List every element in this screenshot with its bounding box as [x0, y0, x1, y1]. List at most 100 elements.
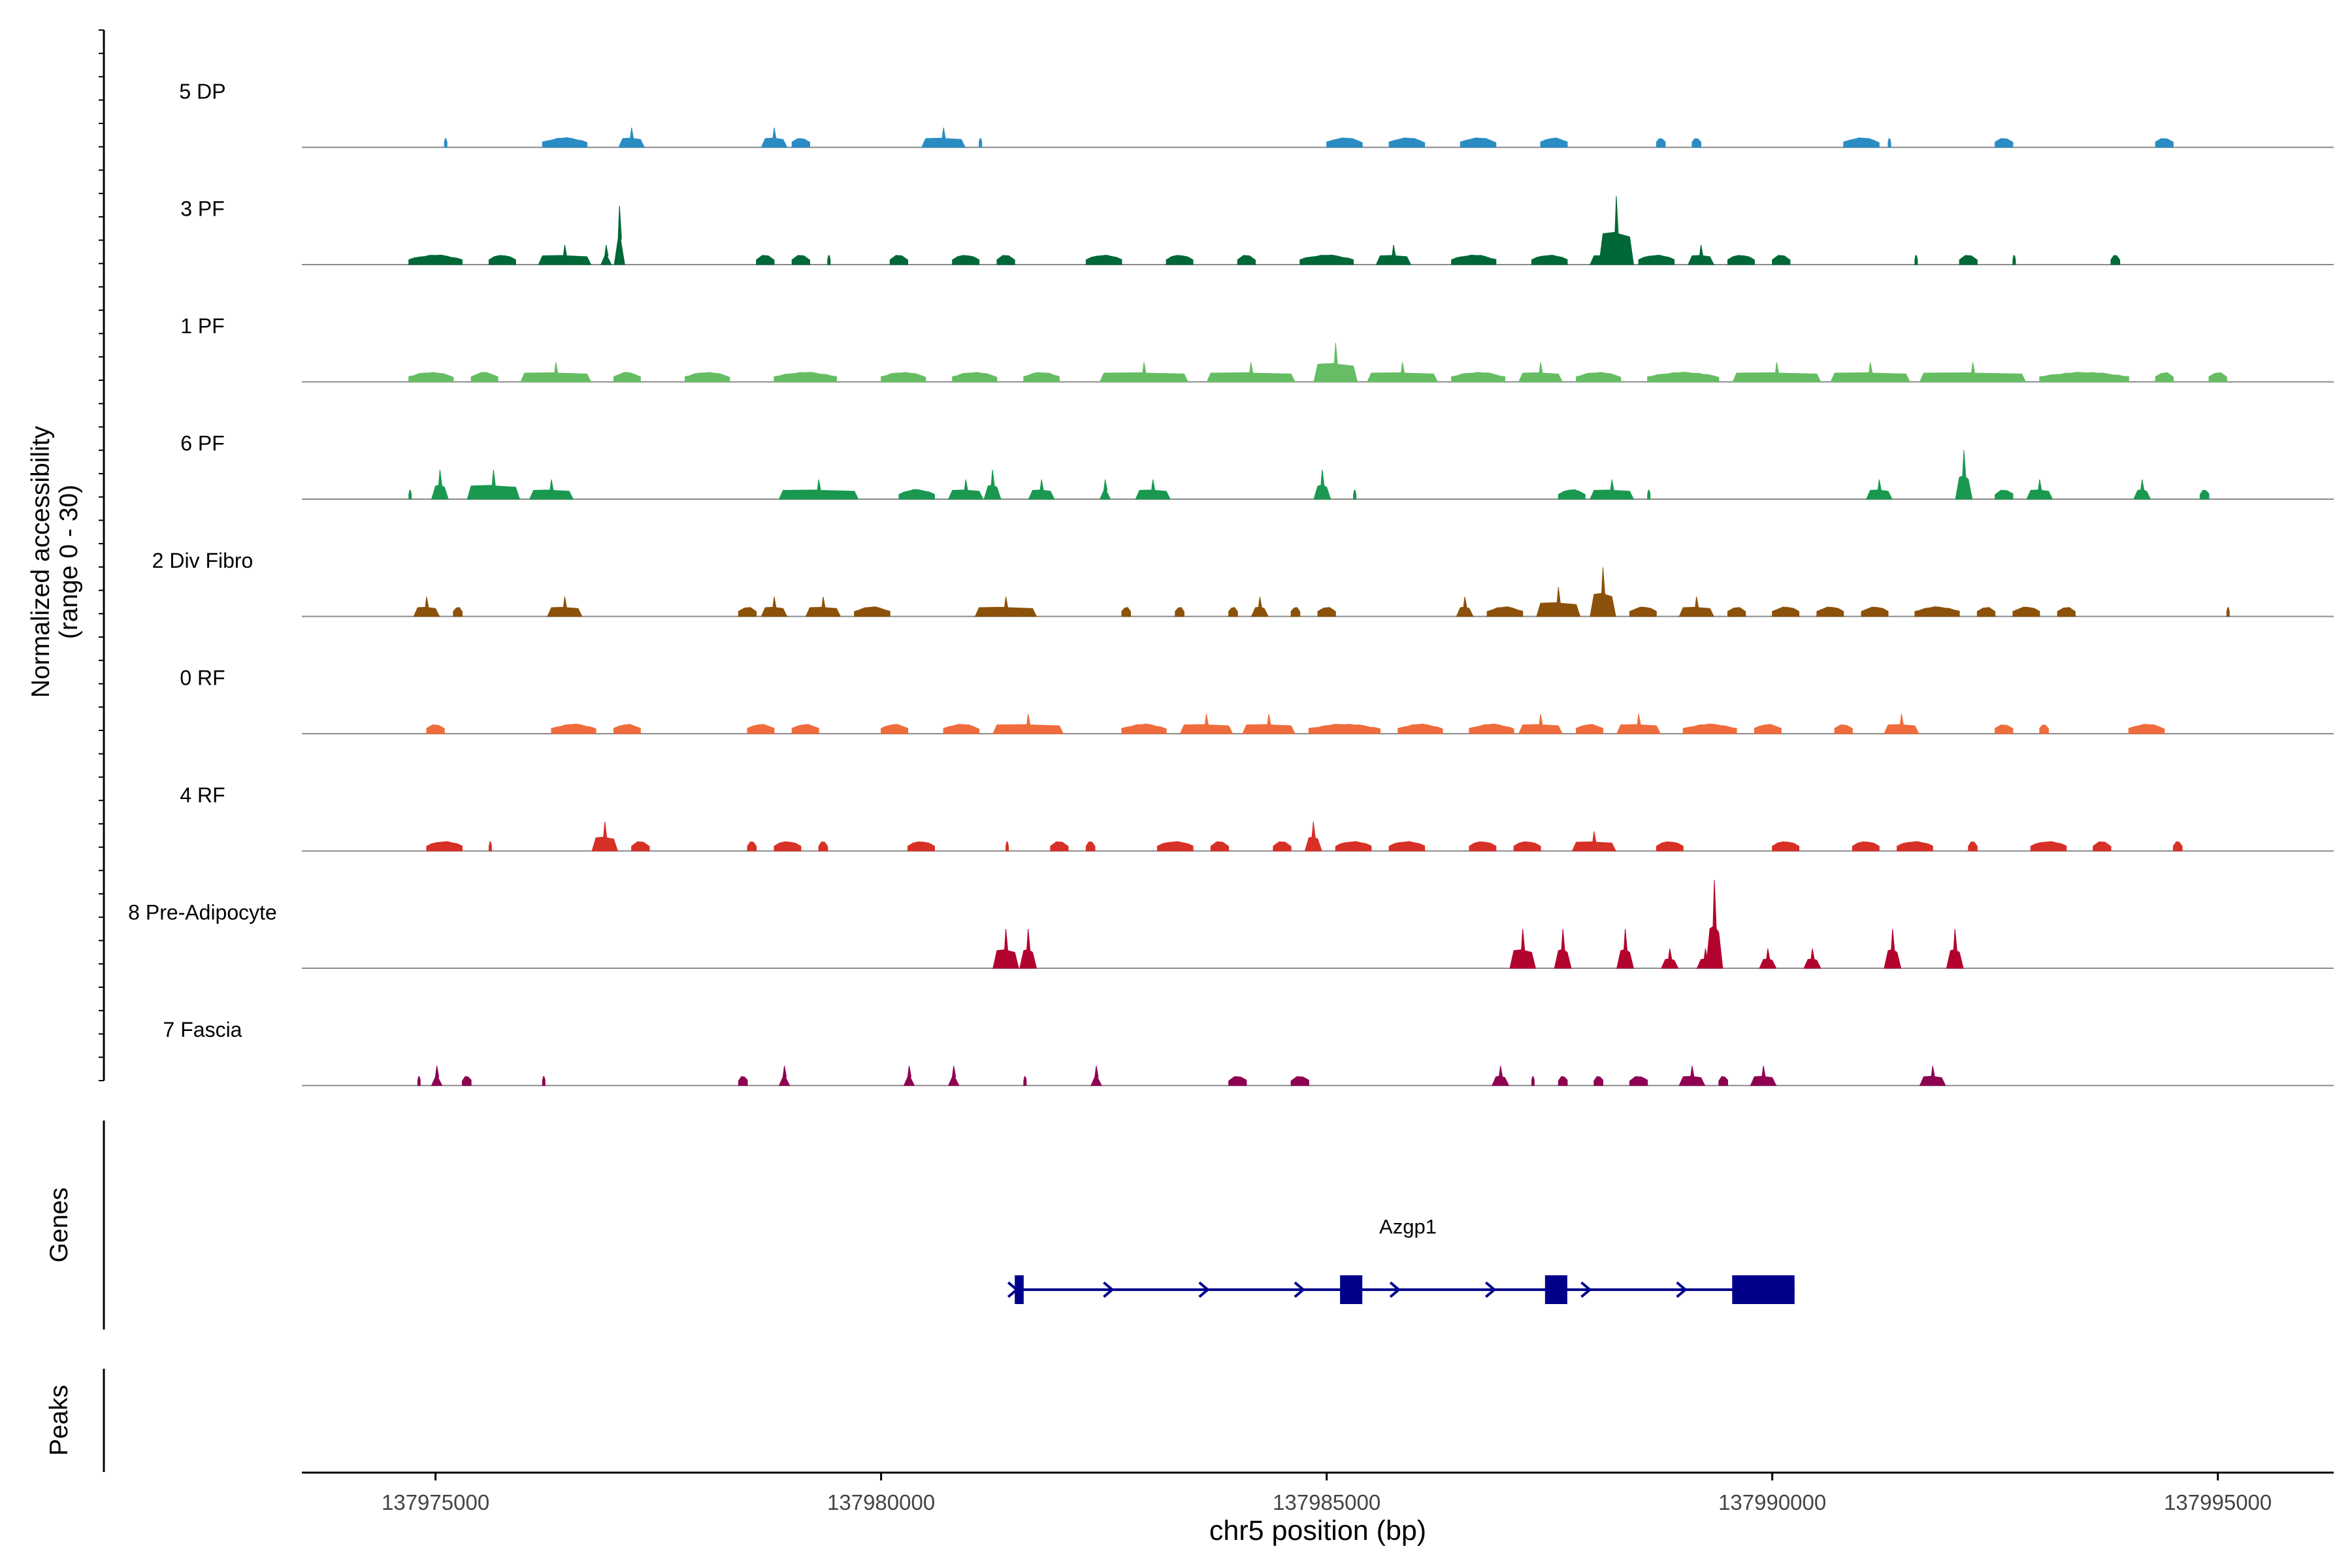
gene-strand-arrow	[1580, 1281, 1592, 1298]
coverage-peak	[1593, 1076, 1603, 1086]
coverage-peak	[413, 596, 440, 617]
coverage-peak	[1616, 928, 1635, 969]
coverage-y-ticks	[99, 29, 104, 1081]
coverage-peak	[591, 821, 619, 851]
coverage-peak	[1019, 928, 1037, 969]
coverage-peak	[1852, 841, 1880, 851]
coverage-peak	[1554, 928, 1572, 969]
track-6: 0 RF	[180, 666, 2334, 734]
coverage-peak	[992, 713, 1064, 734]
genes-panel: Genes Azgp1	[45, 1120, 1795, 1330]
coverage-peak	[538, 244, 592, 265]
coverage-peak	[1995, 138, 2014, 148]
coverage-peak	[1914, 255, 1918, 265]
coverage-peak	[881, 372, 926, 382]
coverage-peak	[1353, 489, 1357, 500]
coverage-peak	[2199, 489, 2210, 500]
coverage-peak	[1050, 841, 1069, 851]
coverage-peak	[1518, 362, 1563, 382]
coverage-peak	[907, 841, 935, 851]
coverage-peak	[1317, 607, 1336, 617]
coverage-peak	[921, 127, 966, 148]
coverage-peak	[1460, 137, 1497, 148]
gene-strand-arrow	[1103, 1281, 1115, 1298]
coverage-peak	[466, 469, 521, 500]
gene-strand-arrow	[1198, 1281, 1210, 1298]
track-2: 3 PF	[180, 195, 2334, 265]
coverage-peak	[1228, 1076, 1247, 1086]
track-label: 2 Div Fibro	[152, 549, 253, 572]
coverage-peak	[1571, 831, 1616, 851]
coverage-peak	[747, 841, 757, 851]
coverage-peak	[898, 489, 935, 500]
coverage-peak	[1638, 254, 1675, 265]
coverage-peak	[760, 127, 788, 148]
coverage-peak	[1843, 137, 1880, 148]
peaks-panel: Peaks	[45, 1369, 105, 1472]
x-axis-label: chr5 position (bp)	[1209, 1515, 1426, 1546]
coverage-peak	[551, 723, 596, 734]
coverage-peak	[1492, 1066, 1510, 1086]
coverage-peak	[2172, 841, 2183, 851]
coverage-peak	[818, 841, 828, 851]
coverage-peak	[1175, 607, 1184, 617]
coverage-peak	[747, 724, 775, 734]
coverage-peak	[1750, 1066, 1777, 1086]
coverage-peak	[992, 928, 1019, 969]
coverage-peak	[613, 372, 641, 382]
coverage-peak	[947, 479, 984, 500]
coverage-peak	[618, 127, 645, 148]
coverage-peak	[1816, 606, 1844, 617]
gene-label: Azgp1	[1379, 1215, 1437, 1238]
coverage-peak	[1469, 723, 1514, 734]
coverage-peak	[1540, 137, 1568, 148]
coverage-peak	[2026, 479, 2053, 500]
coverage-peak	[2012, 255, 2016, 265]
coverage-peak	[520, 362, 592, 382]
coverage-peak	[426, 724, 445, 734]
coverage-peak	[1590, 567, 1616, 617]
y-axis-label-line2: (range 0 - 30)	[55, 485, 83, 639]
coverage-peak	[738, 1076, 748, 1086]
coverage-peak	[1616, 713, 1661, 734]
coverage-peak	[1085, 254, 1122, 265]
coverage-peak	[1995, 724, 2014, 734]
gene-model	[1007, 1275, 1795, 1304]
coverage-peak	[1326, 137, 1363, 148]
coverage-peak	[2057, 607, 2076, 617]
coverage-peak	[2128, 723, 2165, 734]
coverage-peak	[453, 607, 463, 617]
coverage-peak	[1299, 254, 1354, 265]
coverage-peak	[2226, 606, 2230, 617]
coverage-peak	[1451, 254, 1497, 265]
coverage-peak	[791, 138, 810, 148]
coverage-peak	[1273, 841, 1292, 851]
coverage-peak	[1759, 948, 1777, 969]
coverage-peak	[1576, 724, 1603, 734]
coverage-peak	[1772, 606, 1800, 617]
coverage-peak	[1968, 841, 1978, 851]
coverage-peak	[1313, 342, 1358, 382]
coverage-peak	[542, 137, 587, 148]
coverage-peak	[1576, 372, 1622, 382]
coverage-peak	[1228, 607, 1238, 617]
coverage-peak	[1250, 596, 1269, 617]
coverage-peak	[1308, 723, 1380, 734]
coverage-peak	[1919, 1066, 1946, 1086]
coverage-peak	[1099, 479, 1111, 500]
coverage-peak	[1946, 928, 1964, 969]
coverage-peak	[529, 479, 574, 500]
coverage-peak	[996, 255, 1015, 265]
coverage-peak	[2155, 372, 2174, 382]
peaks-panel-label: Peaks	[45, 1385, 73, 1456]
coverage-peak	[1803, 948, 1821, 969]
coverage-peak	[1451, 372, 1505, 382]
coverage-peak	[774, 372, 837, 382]
coverage-peak	[1304, 821, 1322, 851]
track-label: 6 PF	[180, 432, 225, 455]
coverage-peak	[1959, 255, 1978, 265]
coverage-peak	[778, 479, 859, 500]
coverage-peak	[854, 606, 890, 617]
coverage-peak	[1135, 479, 1171, 500]
